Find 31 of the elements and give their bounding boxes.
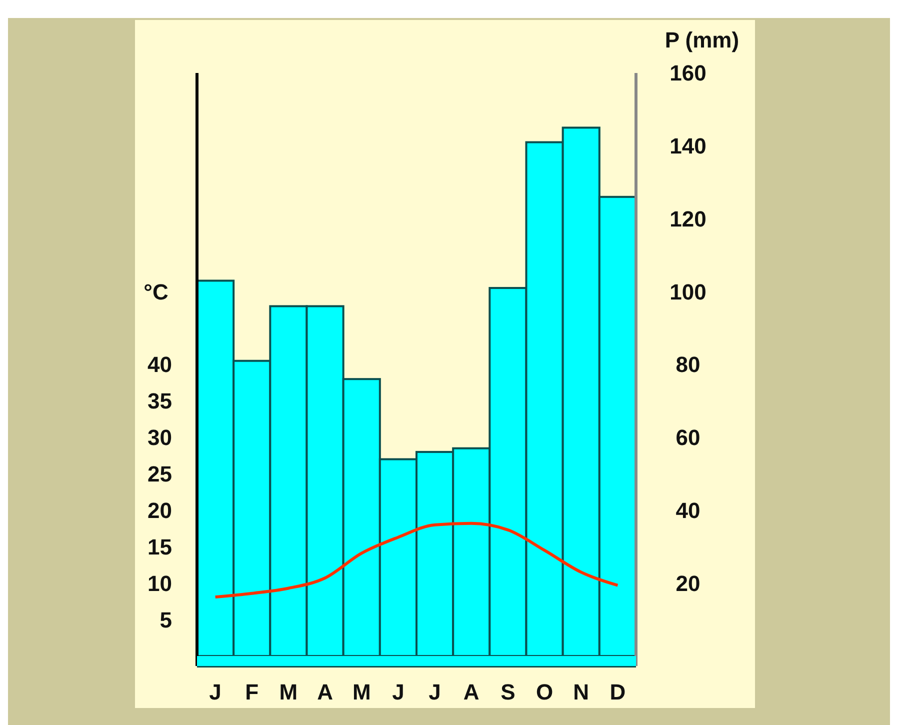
x-tick-label: M [352,680,371,705]
y-tick-label: 30 [148,425,172,450]
y2-tick-label: 80 [676,352,700,378]
y-tick-label: 35 [148,388,172,414]
x-tick-label: S [500,680,516,705]
x-tick-label: O [536,680,554,705]
y2-tick-label: 60 [676,425,700,450]
x-tick-label: J [392,680,404,705]
y2-tick-label: 20 [676,570,700,596]
y-tick-label: 10 [148,570,172,596]
y-tick-label: 5 [160,607,172,632]
y-tick-label: 40 [148,352,172,378]
x-tick-label: D [610,680,626,705]
y2-tick-label: 140 [670,134,706,159]
y2-tick-label: 100 [670,279,706,304]
x-tick-label: N [573,680,590,705]
y2-tick-label: 160 [670,60,706,86]
x-tick-label: F [245,680,259,705]
x-tick-label: J [209,680,222,705]
x-tick-label: J [428,680,441,705]
y-axis-title: °C [144,279,168,304]
y2-tick-label: 120 [670,206,706,232]
line-series [214,522,620,598]
x-tick-label: A [463,680,480,705]
y2-axis-title: P (mm) [664,28,740,53]
y-tick-label: 15 [148,534,172,560]
x-tick-label: M [279,680,298,705]
y-tick-label: 25 [148,462,172,487]
y2-tick-label: 40 [676,498,700,523]
y-tick-label: 20 [148,498,172,523]
x-tick-label: A [317,680,334,705]
